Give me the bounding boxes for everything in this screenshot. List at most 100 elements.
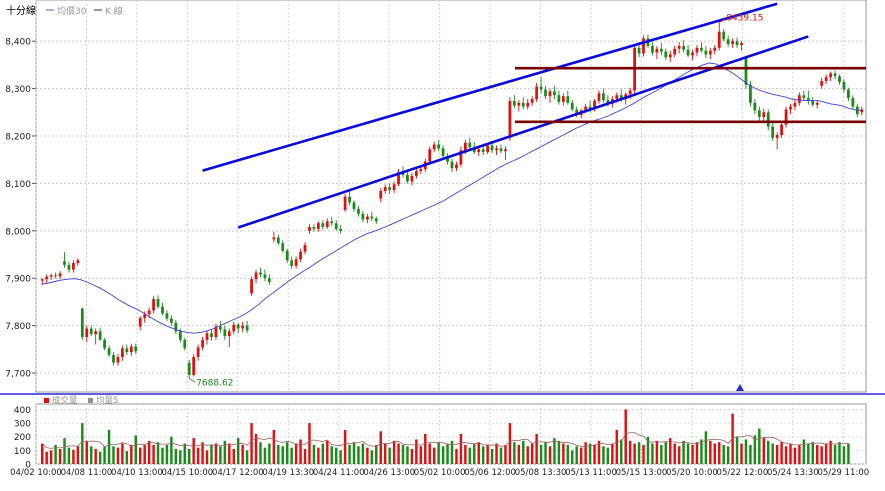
volume-bar: [450, 440, 454, 464]
time-tick-label: 04/15 10:00: [162, 468, 214, 478]
candle-body: [704, 50, 708, 55]
volume-bar: [63, 438, 66, 464]
volume-bar: [76, 446, 80, 464]
volume-bar: [481, 446, 485, 464]
candle-body: [112, 355, 115, 363]
candle-body: [700, 47, 703, 51]
volume-bar: [624, 409, 627, 464]
candle-body: [477, 149, 481, 153]
price-axis: 8,400 8,300 8,200 8,100 8,000 7,900 7,800 7,700: [5, 38, 36, 380]
candle-body: [459, 150, 463, 165]
volume-bar: [441, 446, 445, 464]
candle-body: [223, 329, 227, 337]
candle-body: [851, 98, 855, 107]
candle-body: [659, 48, 663, 52]
candle-body: [281, 243, 285, 251]
price-tick-label: 8,000: [5, 227, 31, 237]
candle-body: [339, 228, 343, 231]
candle-body: [717, 31, 721, 48]
volume-tick-label: 200: [14, 433, 31, 443]
volume-bar: [637, 442, 641, 464]
candle-body: [80, 308, 84, 338]
time-tick-label: 05/06 12:00: [464, 468, 516, 478]
candle-body: [330, 221, 334, 224]
volume-bar: [811, 442, 815, 464]
candle-body: [798, 95, 801, 103]
candle-body: [708, 50, 712, 55]
volume-bar: [370, 450, 374, 464]
candle-body: [789, 106, 792, 110]
low-marker-line: [188, 378, 196, 383]
volume-legend-swatch: [88, 398, 93, 403]
candle-body: [392, 184, 396, 191]
candle-body: [753, 102, 757, 111]
volume-bar: [348, 444, 351, 464]
candle-body: [668, 54, 672, 58]
volume-bar: [522, 440, 525, 464]
candle-body: [517, 102, 521, 106]
volume-bar: [539, 444, 543, 464]
candle-body: [410, 175, 414, 182]
candle-body: [651, 45, 654, 53]
candle-body: [437, 144, 441, 149]
candle-body: [495, 148, 498, 151]
candle-body: [490, 145, 494, 151]
volume-legend-label: 均量5: [96, 395, 118, 406]
candle-body: [76, 260, 80, 264]
volume-bar: [379, 431, 382, 464]
volume-bar: [651, 443, 654, 464]
volume-tick-label: 100: [14, 447, 31, 457]
candle-body: [272, 237, 276, 240]
candle-body: [860, 109, 864, 113]
volume-bar: [633, 443, 636, 464]
candle-body: [446, 155, 449, 162]
volume-bar: [571, 450, 574, 464]
volume-bar: [326, 440, 329, 464]
volume-bar: [290, 447, 293, 464]
candle-body: [383, 187, 387, 191]
candle-body: [820, 81, 824, 86]
volume-bar: [201, 442, 204, 464]
volume-bar: [41, 443, 44, 464]
candle-body: [784, 109, 788, 125]
candle-body: [245, 325, 249, 331]
volume-bar: [468, 447, 472, 464]
candle-body: [775, 135, 779, 138]
candle-body: [379, 190, 383, 199]
volume-bar: [735, 436, 739, 464]
candle-body: [504, 149, 507, 152]
candle-body: [250, 279, 253, 294]
volume-bar: [321, 443, 325, 464]
candle-body: [374, 218, 378, 222]
volume-bar: [419, 446, 423, 464]
volume-bar: [330, 446, 333, 464]
candle-body: [321, 223, 325, 228]
candle-body: [174, 322, 178, 332]
volume-bar: [366, 447, 369, 464]
candle-body: [107, 348, 111, 356]
volume-bar: [388, 447, 391, 464]
volume-bar: [602, 446, 605, 464]
candle-body: [370, 216, 374, 219]
candle-body: [201, 339, 204, 348]
volume-bar: [646, 436, 650, 464]
candle-body: [178, 331, 182, 340]
time-tick-label: 04/26 13:00: [363, 468, 415, 478]
candle-body: [686, 49, 690, 56]
candle-body: [766, 112, 770, 127]
volume-bar: [579, 447, 583, 464]
candle-body: [521, 102, 525, 107]
volume-bar: [486, 444, 489, 464]
volume-bar: [673, 443, 676, 464]
candle-body: [535, 86, 539, 100]
candle-body: [499, 148, 503, 152]
candle-body: [628, 90, 632, 95]
candle-body: [557, 95, 561, 102]
candle-body: [780, 124, 783, 136]
volume-bar: [130, 444, 133, 464]
volume-bar: [152, 444, 155, 464]
volume-bar: [107, 429, 111, 464]
volume-bar: [495, 443, 498, 464]
volume-bar: [357, 446, 360, 464]
